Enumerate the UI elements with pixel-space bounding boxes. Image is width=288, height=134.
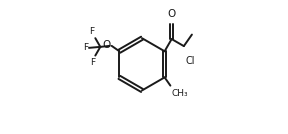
Text: F: F (83, 43, 88, 52)
Text: O: O (168, 9, 176, 19)
Text: Cl: Cl (186, 56, 195, 66)
Text: F: F (90, 27, 95, 36)
Text: F: F (90, 58, 95, 67)
Text: O: O (103, 40, 111, 50)
Text: CH₃: CH₃ (171, 89, 188, 98)
